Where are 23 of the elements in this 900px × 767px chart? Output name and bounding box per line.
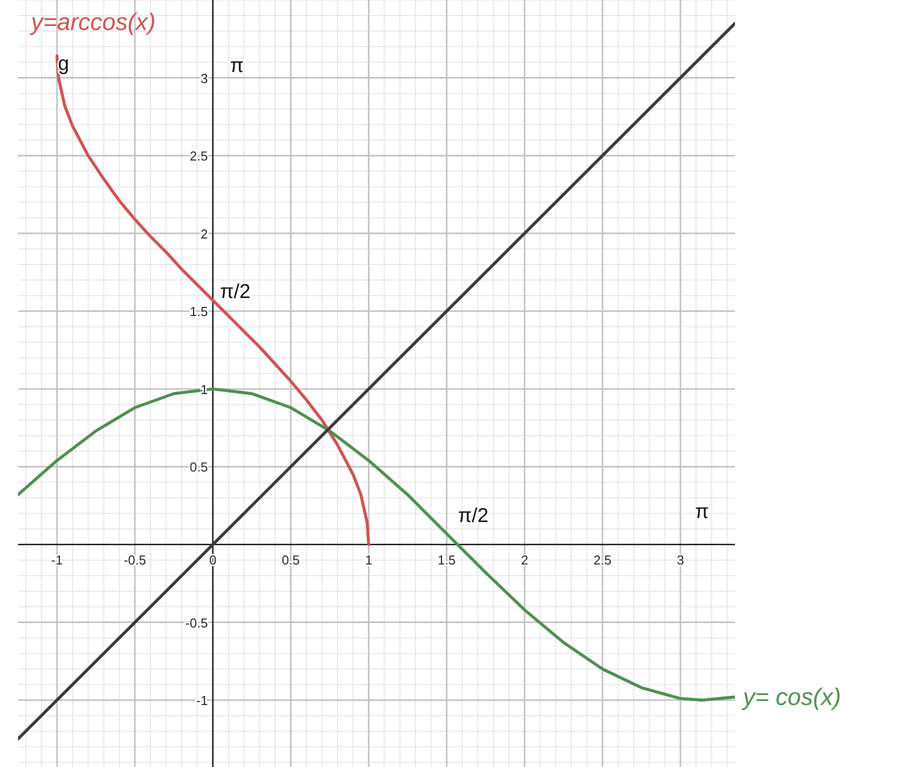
annotation: g (58, 53, 70, 75)
y-tick-label: 3 (200, 70, 208, 86)
x-tick-label: 3 (676, 552, 684, 568)
x-tick-label: 2 (520, 552, 528, 568)
x-tick-label: 2.5 (593, 552, 612, 568)
y-tick-label: 0.5 (190, 460, 208, 475)
annotation: π/2 (220, 281, 250, 303)
series-label: y= cos(x) (741, 684, 842, 711)
y-tick-label: -1 (196, 693, 208, 708)
x-tick-label: -1 (51, 552, 63, 568)
annotation: π (230, 55, 244, 77)
series-label: y=arccos(x) (28, 9, 156, 36)
x-tick-label: 1 (365, 552, 372, 568)
annotation: π/2 (458, 505, 488, 527)
y-tick-label: 2.5 (190, 148, 208, 164)
x-tick-label: -0.5 (124, 552, 146, 568)
annotation: π (695, 501, 709, 523)
y-tick-label: -0.5 (185, 615, 208, 630)
line-series (55, 54, 370, 546)
y-tick-label: 1.5 (190, 304, 208, 320)
y-tick-label: 2 (200, 226, 208, 242)
x-tick-label: 0.5 (282, 552, 300, 568)
x-tick-label: 1.5 (438, 552, 456, 568)
